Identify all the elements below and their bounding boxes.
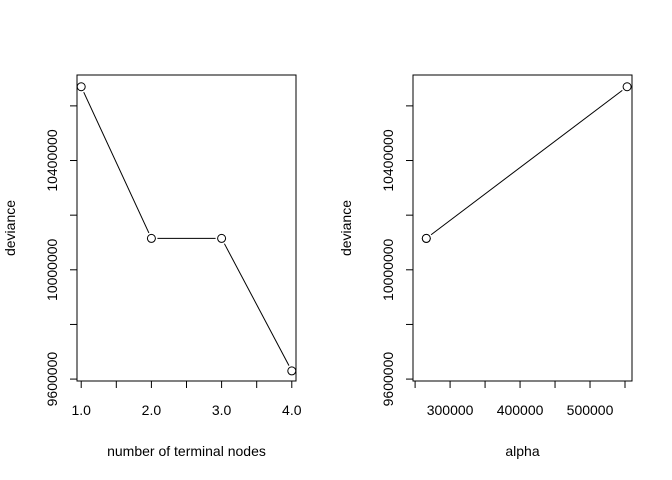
panel-alpha: 300000 400000 500000 9600000 10000000 1040000…	[338, 74, 633, 459]
y-axis-title: deviance	[338, 200, 354, 256]
x-tick-label: 1.0	[71, 402, 91, 418]
data-point	[622, 82, 632, 92]
y-axis-title: deviance	[2, 200, 18, 256]
y-tick-label: 9600000	[380, 352, 396, 407]
series-segment	[223, 243, 290, 366]
data-point	[76, 82, 86, 92]
y-tick-label: 10400000	[380, 129, 396, 192]
data-point	[217, 233, 227, 243]
y-tick-label: 9600000	[44, 352, 60, 407]
x-tick-label: 4.0	[282, 402, 302, 418]
panel-terminal-nodes: 1.0 2.0 3.0 4.0 9600000 10000000 10400000 numbe…	[2, 74, 302, 459]
x-axis-title: alpha	[505, 443, 539, 459]
x-tick-label: 400000	[497, 402, 544, 418]
y-tick-label: 10000000	[44, 238, 60, 301]
series-segment	[83, 91, 150, 234]
y-tick-label: 10400000	[44, 129, 60, 192]
x-tick-label: 3.0	[212, 402, 232, 418]
data-point	[146, 233, 156, 243]
x-tick-label: 300000	[427, 402, 474, 418]
series-segment	[430, 89, 623, 236]
y-tick-label: 10000000	[380, 238, 396, 301]
plot-frame	[412, 74, 633, 382]
data-point	[287, 366, 297, 376]
x-tick-label: 2.0	[142, 402, 162, 418]
data-point	[421, 233, 431, 243]
x-tick-label: 500000	[567, 402, 614, 418]
plot-frame	[76, 74, 297, 382]
x-axis-title: number of terminal nodes	[107, 443, 266, 459]
